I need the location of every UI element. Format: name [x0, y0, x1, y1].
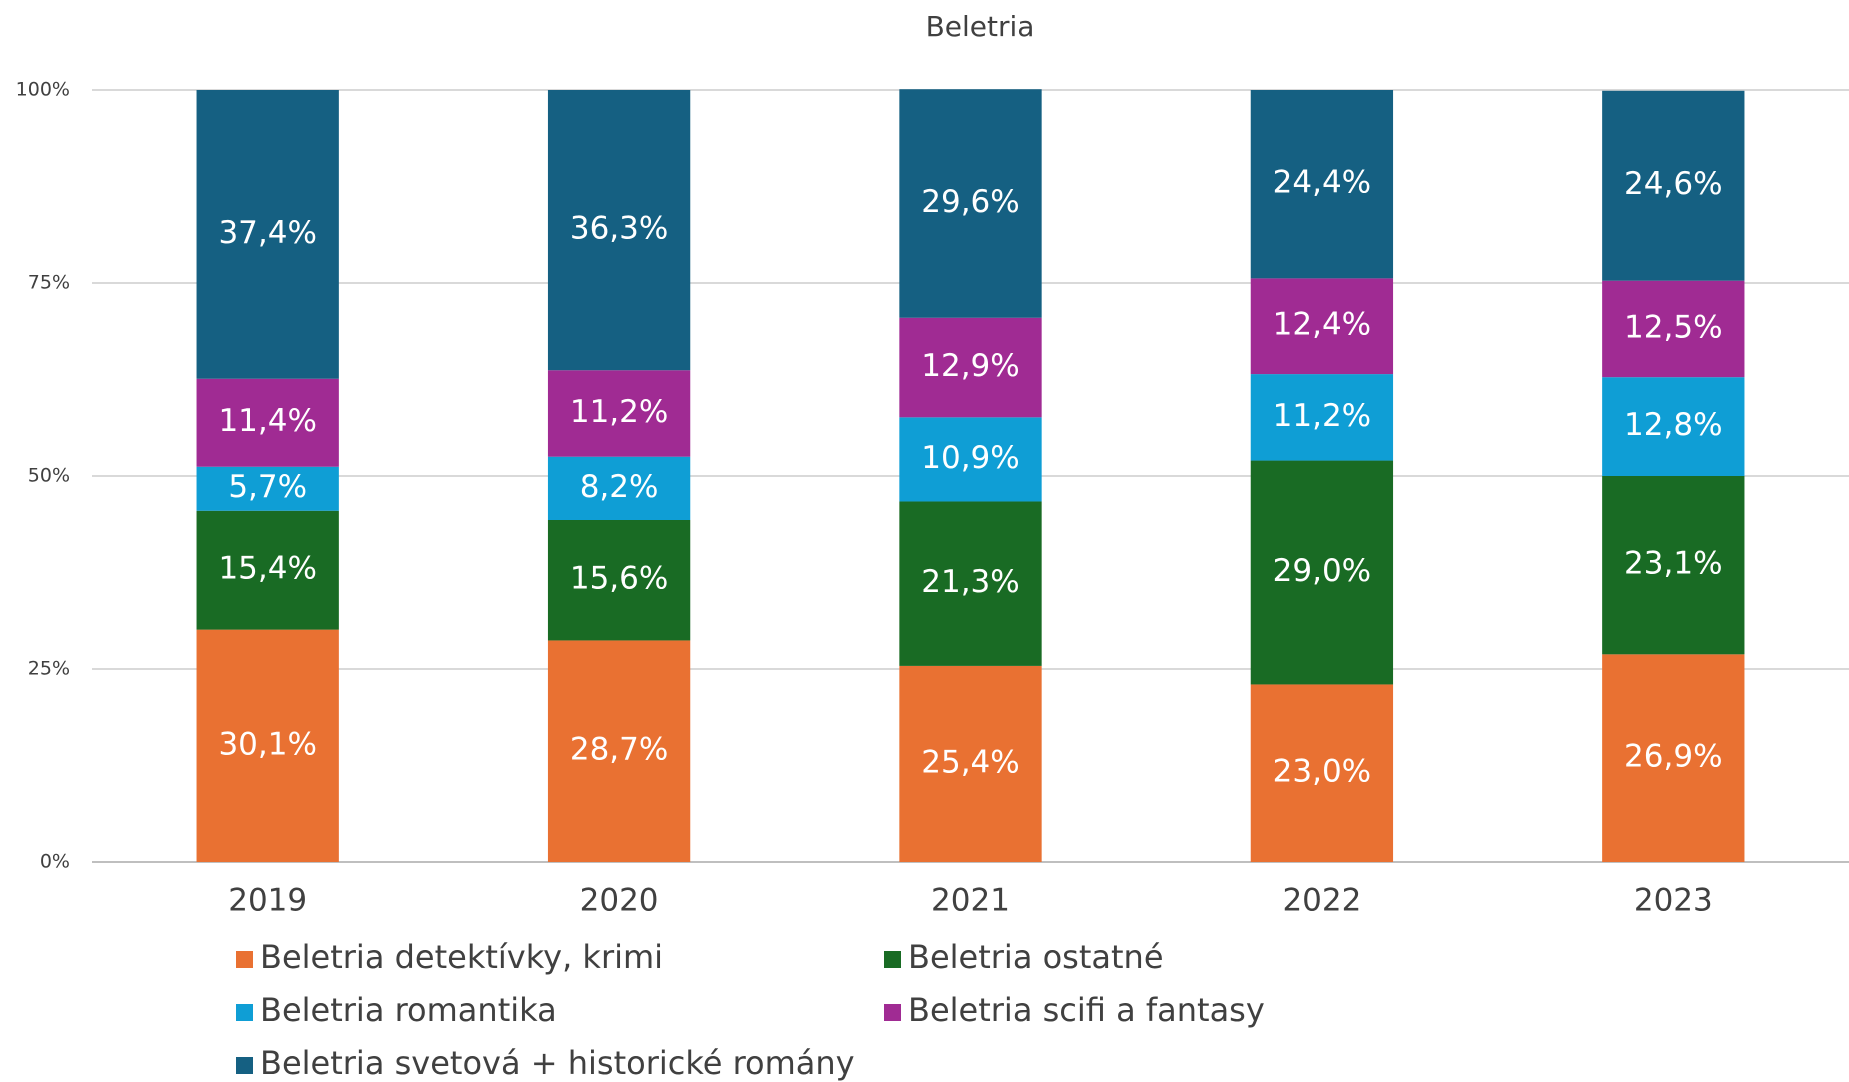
data-label: 11,2%	[1273, 398, 1371, 434]
legend-swatch	[884, 951, 901, 968]
y-tick-label: 100%	[16, 79, 70, 101]
legend-swatch	[236, 1004, 253, 1021]
bar-segment	[1250, 684, 1394, 862]
data-label: 30,1%	[218, 726, 316, 762]
chart-title: Beletria	[926, 10, 1035, 43]
bar-segment	[196, 378, 339, 467]
y-tick-label: 0%	[40, 851, 70, 873]
data-label: 12,9%	[921, 348, 1019, 384]
y-tick-label: 50%	[28, 465, 70, 487]
x-tick-label: 2020	[580, 883, 659, 919]
data-label: 24,4%	[1273, 165, 1371, 201]
legend-swatch	[236, 951, 253, 968]
bar-segment	[1250, 374, 1394, 461]
x-tick-label: 2023	[1634, 883, 1713, 919]
data-label: 5,7%	[228, 469, 307, 505]
data-label: 26,9%	[1624, 739, 1722, 775]
legend-label: Beletria ostatné	[908, 938, 1164, 976]
data-label: 15,4%	[218, 551, 316, 587]
bar-segment	[899, 665, 1042, 862]
data-label: 12,4%	[1273, 307, 1371, 343]
bar-segment	[1602, 90, 1745, 281]
data-label: 23,1%	[1624, 546, 1722, 582]
legend-label: Beletria detektívky, krimi	[260, 938, 663, 976]
legend-swatch	[236, 1057, 253, 1074]
legend-label: Beletria romantika	[260, 991, 557, 1029]
bar-segment	[899, 89, 1042, 318]
bar-segment	[547, 640, 691, 862]
bar-segment	[899, 501, 1042, 666]
bar-segment	[1250, 90, 1394, 279]
bar-segment	[1602, 377, 1745, 476]
bar-segment	[196, 466, 339, 511]
legend-label: Beletria svetová + historické romány	[260, 1044, 855, 1082]
bar-segment	[547, 370, 691, 457]
data-label: 15,6%	[570, 561, 668, 597]
data-label: 10,9%	[921, 440, 1019, 476]
bar-segment	[196, 510, 339, 630]
x-tick-label: 2019	[228, 883, 307, 919]
data-label: 8,2%	[580, 469, 659, 505]
y-tick-label: 75%	[28, 272, 70, 294]
bar-segment	[899, 417, 1042, 502]
bar-segment	[547, 456, 691, 521]
bar-segment	[1250, 460, 1394, 685]
bar-segment	[1250, 278, 1394, 375]
data-label: 29,0%	[1273, 553, 1371, 589]
data-label: 12,8%	[1624, 407, 1722, 443]
bar-segment	[196, 90, 339, 379]
bar-segment	[547, 90, 691, 371]
bar-segment	[196, 629, 339, 862]
legend-swatch	[884, 1004, 901, 1021]
data-label: 24,6%	[1624, 166, 1722, 202]
bar-segment	[1602, 280, 1745, 378]
data-label: 12,5%	[1624, 309, 1722, 345]
data-label: 11,4%	[218, 403, 316, 439]
x-tick-label: 2022	[1282, 883, 1361, 919]
y-tick-label: 25%	[28, 658, 70, 680]
data-label: 23,0%	[1273, 754, 1371, 790]
x-tick-label: 2021	[931, 883, 1010, 919]
data-label: 25,4%	[921, 744, 1019, 780]
data-label: 11,2%	[570, 394, 668, 430]
bar-segment	[547, 520, 691, 641]
legend-label: Beletria scifi a fantasy	[908, 991, 1265, 1029]
bar-segment	[1602, 476, 1745, 655]
bar-segment	[899, 317, 1042, 418]
bar-segment	[1602, 654, 1745, 862]
data-label: 28,7%	[570, 732, 668, 768]
data-label: 36,3%	[570, 211, 668, 247]
data-label: 37,4%	[218, 215, 316, 251]
data-label: 29,6%	[921, 184, 1019, 220]
data-label: 21,3%	[921, 564, 1019, 600]
